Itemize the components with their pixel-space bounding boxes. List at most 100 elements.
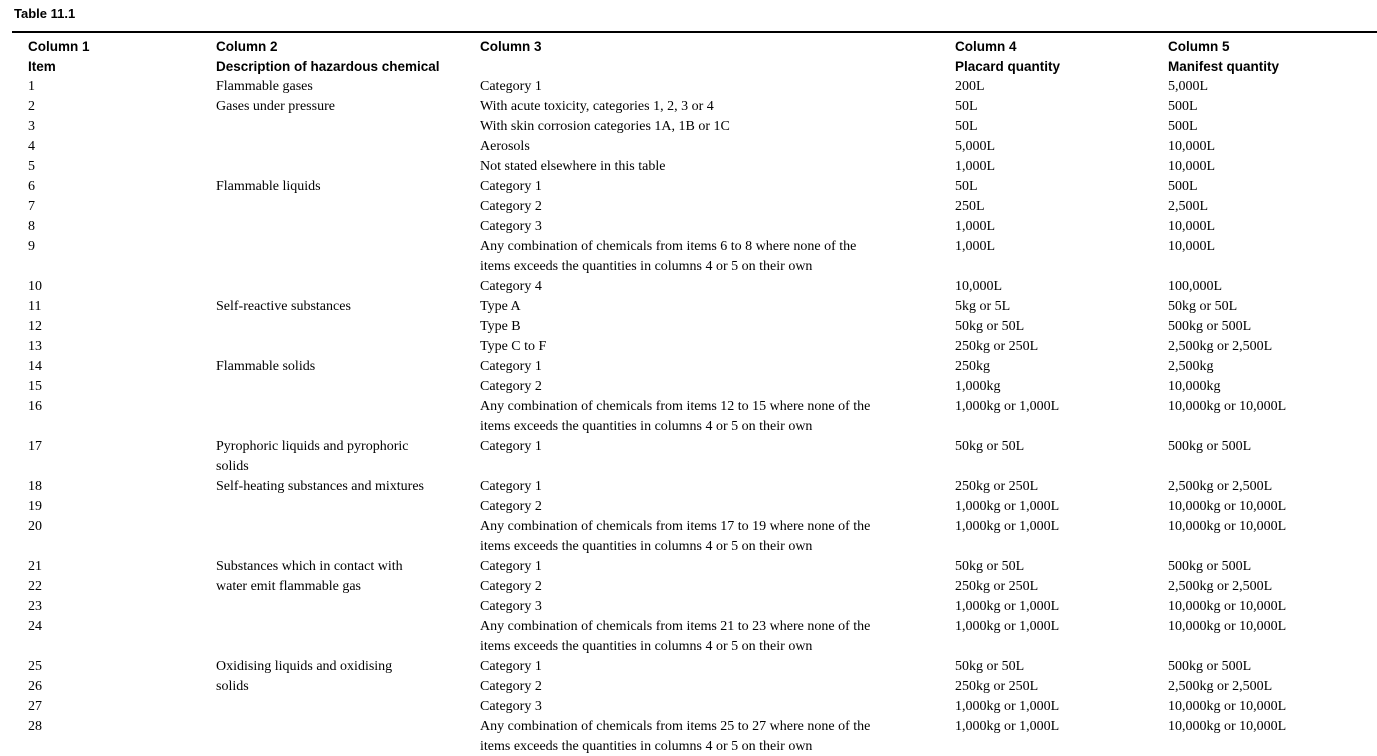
cell-manifest-quantity: 500L [1168, 99, 1198, 114]
cell-placard-quantity: 1,000kg [955, 379, 1001, 394]
table-row: 15 Category 2 1,000kg 10,000kg [12, 377, 1377, 397]
cell-item-number: 11 [28, 299, 42, 314]
cell-placard-quantity: 1,000kg or 1,000L [955, 719, 1060, 734]
table-row: 1 Flammable gases Category 1 200L 5,000L [12, 77, 1377, 97]
cell-criteria: Category 2 [480, 499, 542, 514]
cell-placard-quantity: 50kg or 50L [955, 439, 1025, 454]
cell-placard-quantity: 10,000L [955, 279, 1003, 294]
table-row: 17 Pyrophoric liquids and pyrophoric soli… [12, 437, 1377, 477]
cell-manifest-quantity: 2,500kg [1168, 359, 1214, 374]
cell-placard-quantity: 1,000kg or 1,000L [955, 619, 1060, 634]
cell-placard-quantity: 5,000L [955, 139, 996, 154]
table-row: 22 Category 2 250kg or 250L 2,500kg or 2,50… [12, 577, 1377, 597]
cell-criteria: Aerosols [480, 139, 530, 154]
cell-placard-quantity: 1,000kg or 1,000L [955, 599, 1060, 614]
cell-manifest-quantity: 10,000L [1168, 219, 1216, 234]
hazardous-chemicals-table: Column 1 Item Column 2 Description of ha… [12, 31, 1377, 756]
cell-item-number: 8 [28, 219, 35, 234]
table-row: 13 Type C to F 250kg or 250L 2,500kg or 2,5… [12, 337, 1377, 357]
cell-manifest-quantity: 500kg or 500L [1168, 659, 1252, 674]
col-header-description: Column 2 Description of hazardous chemic… [216, 39, 440, 74]
cell-criteria: Category 1 [480, 559, 542, 574]
cell-criteria: Any combination of chemicals from items … [480, 239, 857, 274]
cell-description: Pyrophoric liquids and pyrophoric solids [216, 439, 409, 474]
table-row: 6 Flammable liquids Category 1 50L 500L [12, 177, 1377, 197]
cell-description: Flammable solids [216, 359, 316, 374]
cell-description: Substances which in contact with water e… [216, 559, 403, 594]
cell-placard-quantity: 1,000kg or 1,000L [955, 519, 1060, 534]
cell-item-number: 27 [28, 699, 42, 714]
cell-criteria: Category 1 [480, 359, 542, 374]
cell-description: Flammable liquids [216, 179, 321, 194]
cell-criteria: Any combination of chemicals from items … [480, 399, 871, 434]
cell-item-number: 10 [28, 279, 42, 294]
table-row: 16 Any combination of chemicals from item… [12, 397, 1377, 437]
table-row: 14 Flammable solids Category 1 250kg 2,500kg [12, 357, 1377, 377]
cell-criteria: Any combination of chemicals from items … [480, 619, 871, 654]
cell-placard-quantity: 50kg or 50L [955, 559, 1025, 574]
cell-placard-quantity: 250kg or 250L [955, 479, 1039, 494]
table-header: Column 1 Item Column 2 Description of ha… [12, 32, 1377, 77]
cell-placard-quantity: 5kg or 5L [955, 299, 1011, 314]
cell-criteria: Category 2 [480, 579, 542, 594]
cell-item-number: 20 [28, 519, 42, 534]
table-row: 21 Substances which in contact with water… [12, 557, 1377, 594]
cell-placard-quantity: 250kg or 250L [955, 679, 1039, 694]
col-header-item: Column 1 Item [28, 39, 90, 74]
cell-description: Oxidising liquids and oxidising solids [216, 659, 393, 694]
cell-manifest-quantity: 2,500kg or 2,500L [1168, 479, 1273, 494]
cell-item-number: 1 [28, 79, 35, 94]
table-row: 12 Type B 50kg or 50L 500kg or 500L [12, 317, 1377, 337]
table-row: 4 Aerosols 5,000L 10,000L [12, 137, 1377, 157]
table-row: 3 With skin corrosion categories 1A, 1B o… [12, 117, 1377, 137]
cell-manifest-quantity: 500L [1168, 179, 1198, 194]
cell-placard-quantity: 1,000L [955, 239, 996, 254]
cell-placard-quantity: 250L [955, 199, 985, 214]
cell-criteria: Type C to F [480, 339, 547, 354]
table-row: 23 Category 3 1,000kg or 1,000L 10,000kg or… [12, 597, 1377, 617]
cell-item-number: 28 [28, 719, 42, 734]
cell-item-number: 9 [28, 239, 35, 254]
col-header-placard-quantity: Column 4 Placard quantity [955, 39, 1061, 74]
cell-criteria: Any combination of chemicals from items … [480, 519, 871, 554]
table-row: 5 Not stated elsewhere in this table 1,000… [12, 157, 1377, 177]
table-row: 24 Any combination of chemicals from item… [12, 617, 1377, 657]
cell-placard-quantity: 50kg or 50L [955, 659, 1025, 674]
cell-item-number: 23 [28, 599, 42, 614]
cell-item-number: 3 [28, 119, 35, 134]
cell-criteria: Category 1 [480, 179, 542, 194]
table-row: 18 Self-heating substances and mixtures Ca… [12, 477, 1377, 497]
cell-manifest-quantity: 2,500kg or 2,500L [1168, 679, 1273, 694]
cell-placard-quantity: 250kg [955, 359, 990, 374]
cell-manifest-quantity: 500kg or 500L [1168, 319, 1252, 334]
cell-manifest-quantity: 10,000kg or 10,000L [1168, 719, 1287, 734]
cell-criteria: Category 2 [480, 379, 542, 394]
cell-manifest-quantity: 10,000kg or 10,000L [1168, 599, 1287, 614]
cell-item-number: 18 [28, 479, 42, 494]
cell-placard-quantity: 250kg or 250L [955, 339, 1039, 354]
cell-placard-quantity: 50kg or 50L [955, 319, 1025, 334]
cell-manifest-quantity: 500kg or 500L [1168, 439, 1252, 454]
cell-manifest-quantity: 5,000L [1168, 79, 1209, 94]
cell-manifest-quantity: 100,000L [1168, 279, 1223, 294]
cell-criteria: Category 2 [480, 199, 542, 214]
cell-item-number: 25 [28, 659, 42, 674]
cell-manifest-quantity: 10,000kg or 10,000L [1168, 519, 1287, 534]
table-body: 1 Flammable gases Category 1 200L 5,000L 2 Gas… [12, 77, 1377, 756]
cell-item-number: 15 [28, 379, 42, 394]
cell-manifest-quantity: 2,500L [1168, 199, 1209, 214]
table-row: 2 Gases under pressure With acute toxicity… [12, 97, 1377, 117]
cell-criteria: Category 3 [480, 599, 542, 614]
cell-manifest-quantity: 10,000kg or 10,000L [1168, 399, 1287, 414]
cell-item-number: 19 [28, 499, 42, 514]
cell-criteria: Category 1 [480, 79, 542, 94]
cell-manifest-quantity: 10,000kg or 10,000L [1168, 619, 1287, 634]
cell-description: Flammable gases [216, 79, 313, 94]
cell-item-number: 16 [28, 399, 42, 414]
cell-item-number: 6 [28, 179, 35, 194]
cell-manifest-quantity: 2,500kg or 2,500L [1168, 339, 1273, 354]
table-row: 20 Any combination of chemicals from item… [12, 517, 1377, 557]
cell-criteria: Category 1 [480, 479, 542, 494]
table-caption: Table 11.1 [14, 6, 76, 21]
